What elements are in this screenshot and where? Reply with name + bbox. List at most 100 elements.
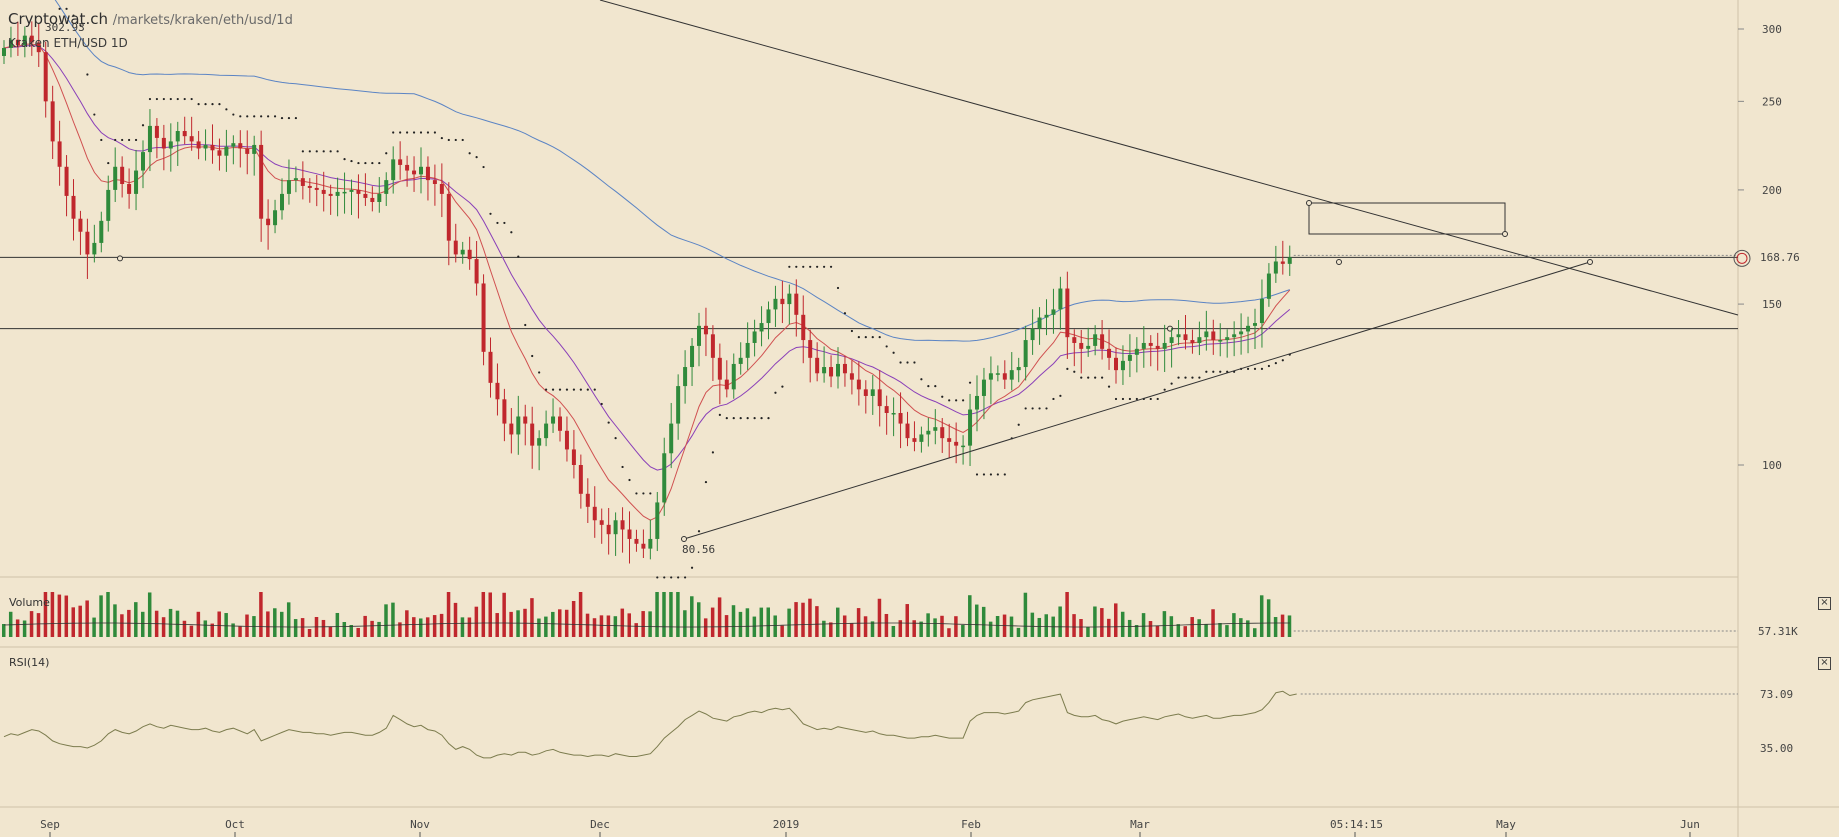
candle-body — [564, 430, 569, 450]
volume-bar — [544, 616, 548, 637]
volume-bar — [1086, 627, 1090, 637]
candle-body — [307, 185, 312, 188]
sar-dot — [1052, 397, 1055, 401]
candle-body — [495, 382, 500, 400]
x-tick-label: Nov — [410, 818, 430, 831]
volume-bar — [349, 625, 353, 637]
volume-bar — [467, 617, 472, 637]
market-path[interactable]: /markets/kraken/eth/usd/1d — [112, 13, 293, 28]
candle-body — [273, 210, 278, 226]
sar-dot — [1253, 367, 1257, 370]
candle-body — [1058, 288, 1063, 310]
y-tick-label: 250 — [1762, 95, 1782, 108]
sar-dot — [232, 113, 235, 116]
brand-name[interactable]: Cryptowat.ch — [8, 10, 108, 28]
candle-body — [1093, 334, 1098, 346]
volume-bar — [1162, 611, 1167, 637]
volume-bar — [773, 615, 777, 637]
sar-dot — [1260, 367, 1264, 370]
volume-bar — [926, 613, 930, 637]
volume-bar — [585, 613, 590, 637]
candle-body — [1051, 309, 1056, 315]
sar-dot — [1149, 397, 1152, 401]
sar-dot — [1073, 370, 1076, 373]
volume-bar — [432, 615, 437, 637]
sar-dot — [684, 576, 687, 579]
candle-body — [690, 345, 695, 368]
volume-bar — [474, 606, 479, 637]
volume-bar — [1127, 619, 1132, 637]
volume-bar — [669, 592, 673, 637]
volume-bar — [259, 592, 263, 637]
level-handle — [117, 255, 123, 262]
sar-dot — [885, 345, 888, 348]
volume-bar — [2, 624, 6, 637]
rsi-series-line — [3, 690, 1297, 759]
volume-bar — [690, 596, 694, 637]
parabolic-sar — [58, 7, 1291, 579]
sar-dot — [308, 150, 311, 153]
candle-body — [335, 191, 340, 196]
sar-dot — [385, 152, 388, 155]
candle-body — [808, 340, 813, 358]
volume-close-icon[interactable]: × — [1818, 597, 1831, 610]
sar-dot — [906, 361, 909, 364]
volume-bar — [196, 611, 201, 637]
volume-bar — [502, 592, 506, 637]
volume-bar — [745, 608, 750, 637]
candle-body — [523, 416, 528, 424]
volume-bars — [2, 592, 1738, 637]
volume-bar — [592, 618, 597, 637]
trendline-drawings[interactable] — [599, 0, 1739, 542]
candle-body — [175, 131, 180, 142]
volume-bar — [1114, 603, 1118, 637]
sar-dot — [857, 335, 860, 339]
candle-body — [1225, 337, 1230, 341]
rectangle-handle — [1502, 231, 1508, 237]
candle-body — [1114, 357, 1118, 371]
candle-body — [1023, 340, 1028, 368]
header-brand[interactable]: Cryptowat.ch /markets/kraken/eth/usd/1d — [8, 10, 293, 28]
candle-body — [1232, 334, 1237, 338]
candle-body — [252, 144, 257, 154]
volume-bar — [634, 623, 638, 637]
volume-bar — [822, 620, 826, 637]
support-trendline — [683, 261, 1591, 540]
candle-body — [50, 101, 55, 142]
horizontal-levels[interactable] — [0, 249, 1751, 332]
candle-body — [293, 178, 298, 181]
sar-dot — [517, 255, 520, 258]
candle-body — [147, 125, 152, 153]
volume-bar — [453, 602, 458, 637]
sar-dot — [447, 138, 450, 142]
candle-body — [773, 298, 778, 310]
high-label: 302.93 — [45, 21, 85, 34]
sar-dot — [79, 24, 82, 27]
volume-bar — [1176, 624, 1181, 637]
volume-bar — [815, 606, 819, 637]
volume-bar — [898, 620, 903, 637]
sar-dot — [1087, 376, 1090, 379]
sar-dot — [788, 265, 791, 268]
volume-bar — [1225, 625, 1229, 637]
volume-bar — [780, 625, 784, 637]
rsi-close-icon[interactable]: × — [1818, 657, 1831, 670]
sar-dot — [1163, 388, 1166, 391]
volume-bar — [801, 602, 805, 637]
volume-bar — [968, 595, 972, 637]
sar-dot — [1107, 385, 1111, 388]
volume-bar — [752, 616, 757, 637]
volume-bar — [648, 611, 652, 637]
candle-body — [439, 184, 444, 194]
rsi-last-label: 73.09 — [1760, 688, 1793, 701]
volume-bar — [370, 620, 374, 637]
candle-body — [1155, 345, 1160, 349]
candle-body — [766, 309, 771, 324]
candle-body — [669, 423, 674, 454]
volume-bar — [849, 623, 854, 637]
resistance-trendline — [599, 0, 1739, 316]
volume-bar — [398, 622, 402, 637]
sar-dot — [677, 576, 680, 579]
